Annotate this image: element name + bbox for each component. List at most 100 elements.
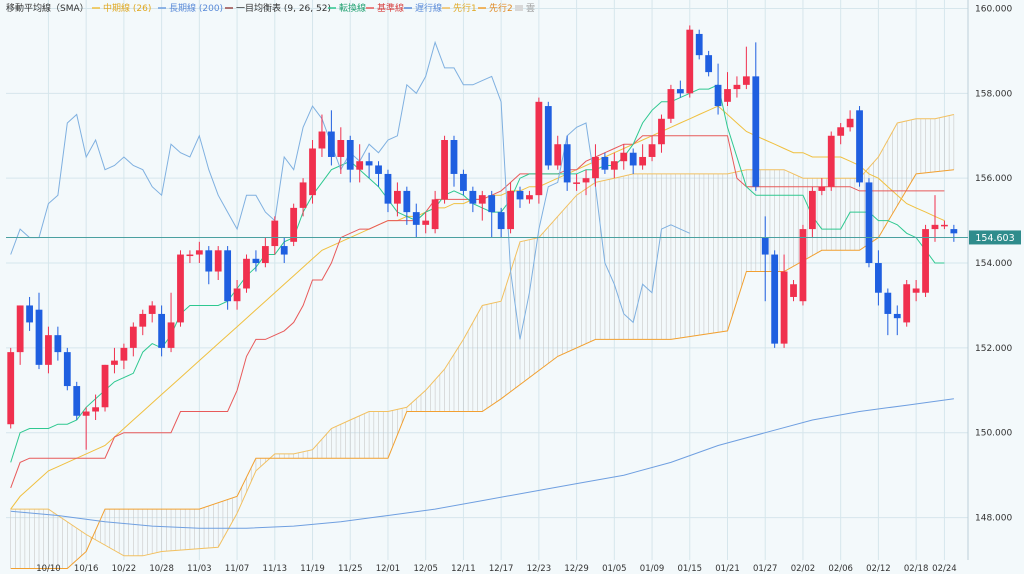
candle: [63, 347, 71, 391]
candle-body: [16, 305, 24, 353]
candle: [233, 280, 241, 310]
candle-body: [375, 165, 382, 174]
candle: [82, 407, 90, 450]
candle: [243, 254, 250, 293]
candle-body: [252, 258, 260, 264]
candle: [346, 135, 354, 183]
candle: [167, 292, 175, 353]
candle: [931, 195, 939, 242]
candle: [7, 347, 15, 429]
candle: [394, 182, 401, 217]
candle: [280, 237, 288, 264]
candle: [629, 148, 637, 174]
candle: [384, 169, 392, 213]
y-tick-label: 154.000: [975, 259, 1012, 269]
long_sma-line: [10, 398, 954, 529]
y-tick-label: 156.000: [975, 174, 1012, 184]
x-tick-label: 10/16: [74, 564, 99, 574]
x-axis: 10/10 10/16 10/22 10/28 11/03 11/07 11/13 11/19…: [36, 564, 956, 574]
candle-body: [526, 195, 533, 200]
candle-body: [827, 135, 835, 187]
candle-body: [808, 190, 816, 230]
candle: [488, 190, 496, 238]
candle-body: [73, 386, 81, 416]
candle-body: [497, 212, 505, 230]
candle: [667, 84, 675, 124]
candle: [195, 241, 203, 264]
candle: [884, 288, 892, 336]
candle: [544, 101, 552, 170]
x-tick-label: 10/22: [112, 564, 137, 574]
candle: [101, 364, 109, 412]
legend-kijun-label: 基準線: [377, 2, 404, 14]
candle-body: [563, 144, 571, 183]
legend-senkou2-label: 先行2: [489, 2, 513, 14]
candle-body: [394, 190, 401, 204]
candle: [299, 178, 307, 217]
candle: [450, 135, 458, 187]
candle-body: [403, 190, 411, 213]
candle-body: [139, 313, 147, 327]
candle-body: [233, 288, 241, 302]
candle-body: [82, 411, 90, 416]
candle-body: [903, 284, 911, 323]
candle-body: [658, 118, 665, 145]
candle-body: [186, 254, 194, 257]
candle: [790, 280, 797, 302]
candle-body: [7, 352, 15, 425]
candle: [903, 280, 911, 327]
candle-body: [120, 347, 128, 361]
candle: [129, 322, 137, 357]
candle-body: [846, 118, 854, 128]
candle: [601, 152, 609, 174]
x-tick-label: 02/18: [904, 564, 929, 574]
candle-body: [733, 84, 741, 90]
candle: [35, 292, 43, 370]
candle-body: [469, 190, 477, 204]
y-axis: 148.000 150.000 152.000 154.000 156.000 158.0…: [967, 0, 1012, 560]
candle-body: [101, 364, 109, 408]
current-price-tag: [969, 230, 1021, 245]
candle: [516, 186, 524, 208]
candle-body: [422, 220, 430, 225]
candle: [780, 254, 788, 348]
legend-mid-label: 中期線 (26): [103, 2, 151, 14]
candle-body: [554, 144, 562, 166]
candle: [827, 131, 835, 191]
candle-body: [950, 229, 958, 234]
candle: [592, 144, 599, 187]
candle-body: [573, 182, 580, 184]
candle-body: [167, 322, 175, 348]
candle: [771, 250, 779, 348]
candle: [422, 212, 430, 234]
candle: [252, 250, 260, 272]
candle: [290, 203, 298, 247]
candle-body: [941, 224, 948, 227]
current-price-label: 154.603: [975, 233, 1014, 244]
candle-body: [705, 55, 713, 73]
candle-body: [195, 250, 203, 255]
candle: [573, 173, 580, 191]
x-tick-label: 11/19: [300, 564, 325, 574]
candle-body: [884, 292, 892, 314]
candle: [893, 305, 901, 336]
candle: [695, 29, 703, 60]
candle-body: [478, 195, 486, 204]
candle: [563, 135, 571, 191]
legend-ichimoku-title: 一目均衡表 (9, 26, 52): [236, 2, 331, 14]
y-tick-label: 160.000: [975, 4, 1012, 14]
y-tick-label: 148.000: [975, 514, 1012, 524]
candle-body: [271, 220, 279, 247]
candle: [497, 207, 505, 238]
candle-body: [63, 352, 71, 387]
candle-body: [535, 101, 543, 196]
x-tick-label: 01/21: [715, 564, 740, 574]
candle-body: [544, 106, 552, 166]
candle: [337, 127, 345, 174]
candle: [742, 46, 750, 90]
candle-body: [676, 89, 684, 94]
candle: [469, 186, 477, 213]
candle-body: [384, 173, 392, 204]
candle: [705, 50, 713, 77]
candle-body: [865, 182, 873, 264]
